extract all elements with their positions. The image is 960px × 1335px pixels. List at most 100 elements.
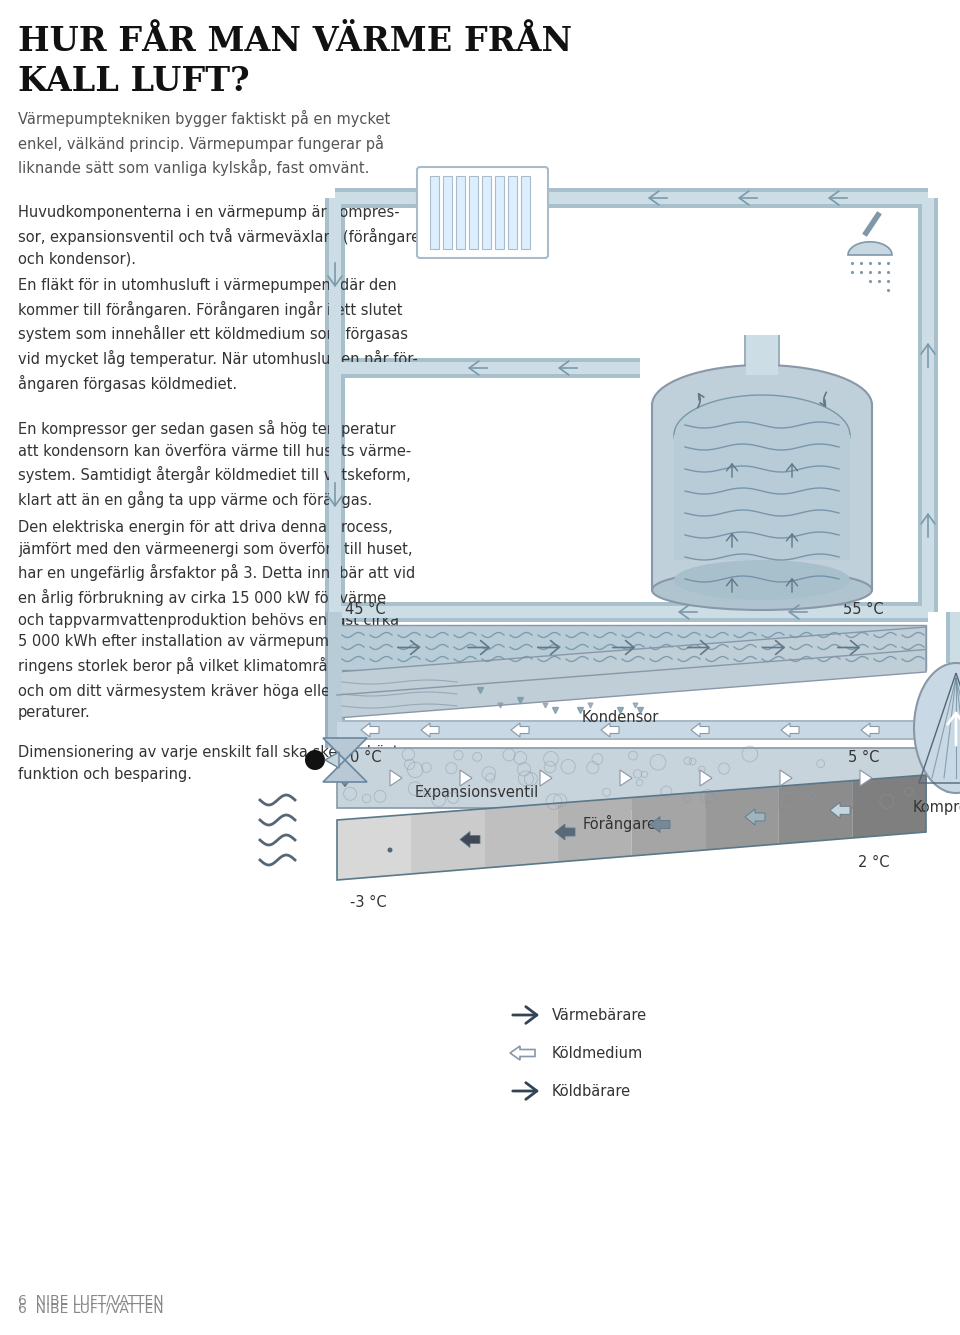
Polygon shape — [361, 724, 379, 737]
Bar — [329, 368, 341, 611]
Bar — [443, 176, 452, 250]
Bar — [335, 606, 928, 618]
Polygon shape — [620, 770, 632, 786]
Bar — [744, 335, 780, 375]
Bar — [521, 176, 530, 250]
Text: 6  NIBE LUFT/VATTEN: 6 NIBE LUFT/VATTEN — [18, 1302, 163, 1315]
Bar — [325, 198, 345, 376]
Bar — [746, 335, 778, 375]
Bar — [508, 176, 517, 250]
Polygon shape — [852, 776, 926, 838]
Bar — [482, 176, 491, 250]
Polygon shape — [601, 724, 619, 737]
Polygon shape — [510, 1047, 535, 1060]
Polygon shape — [323, 760, 367, 782]
Polygon shape — [411, 809, 484, 874]
Polygon shape — [781, 724, 799, 737]
Text: 0 °C: 0 °C — [350, 750, 381, 765]
Polygon shape — [383, 838, 397, 862]
Bar — [950, 730, 960, 793]
Bar — [337, 625, 926, 670]
Bar — [335, 362, 640, 374]
Text: 45 °C: 45 °C — [345, 602, 386, 617]
Text: En kompressor ger sedan gasen så hög temperatur
att kondensorn kan överföra värm: En kompressor ger sedan gasen så hög tem… — [18, 421, 411, 509]
Polygon shape — [323, 738, 367, 760]
Polygon shape — [780, 770, 792, 786]
Polygon shape — [383, 838, 397, 862]
Text: 2 °C: 2 °C — [858, 854, 890, 870]
Bar — [329, 198, 341, 376]
Polygon shape — [860, 770, 872, 786]
Text: Huvudkomponenterna i en värmepump är kompres-
sor, expansionsventil och två värm: Huvudkomponenterna i en värmepump är kom… — [18, 206, 420, 266]
Text: Köldmedium: Köldmedium — [552, 1045, 643, 1060]
Polygon shape — [511, 724, 529, 737]
Bar — [335, 358, 640, 378]
Bar — [469, 176, 478, 250]
Polygon shape — [706, 786, 779, 850]
Ellipse shape — [674, 395, 850, 475]
Bar — [752, 590, 772, 611]
Bar — [756, 355, 768, 368]
Text: En fläkt för in utomhusluft i värmepumpen, där den
kommer till förångaren. Förån: En fläkt för in utomhusluft i värmepumpe… — [18, 278, 418, 392]
Polygon shape — [484, 804, 558, 868]
Polygon shape — [830, 802, 850, 818]
Text: Värmebärare: Värmebärare — [552, 1008, 647, 1023]
Polygon shape — [632, 792, 706, 856]
Polygon shape — [540, 770, 552, 786]
Polygon shape — [325, 752, 339, 768]
Bar — [495, 176, 504, 250]
Bar — [337, 722, 926, 738]
Bar — [652, 405, 872, 590]
Polygon shape — [555, 824, 575, 840]
Bar — [430, 176, 439, 250]
Polygon shape — [460, 770, 472, 786]
Bar — [545, 188, 928, 208]
Polygon shape — [745, 809, 765, 825]
Text: -3 °C: -3 °C — [350, 894, 387, 910]
Text: Kondensor: Kondensor — [582, 710, 659, 725]
Ellipse shape — [674, 559, 850, 599]
FancyBboxPatch shape — [417, 167, 548, 258]
Text: 80 °C: 80 °C — [938, 673, 960, 688]
Bar — [337, 748, 926, 808]
Bar — [476, 206, 488, 255]
Bar — [328, 611, 342, 748]
Text: KALL LUFT?: KALL LUFT? — [18, 65, 250, 97]
Text: Expansionsventil: Expansionsventil — [415, 785, 540, 801]
Polygon shape — [691, 724, 709, 737]
Bar — [335, 188, 420, 208]
Bar — [337, 720, 926, 740]
Bar — [756, 590, 768, 611]
Polygon shape — [558, 797, 632, 862]
Bar — [918, 198, 938, 611]
Bar — [335, 602, 928, 622]
Polygon shape — [421, 724, 439, 737]
Text: Dimensionering av varje enskilt fall ska ske för bästa
funktion och besparing.: Dimensionering av varje enskilt fall ska… — [18, 745, 407, 781]
Text: Värmepumptekniken bygger faktiskt på en mycket
enkel, välkänd princip. Värmepump: Värmepumptekniken bygger faktiskt på en … — [18, 109, 391, 176]
Polygon shape — [848, 242, 892, 255]
Polygon shape — [700, 770, 712, 786]
Bar — [545, 192, 928, 204]
Circle shape — [305, 750, 325, 770]
Text: Den elektriska energin för att driva denna process,
jämfört med den värmeenergi : Den elektriska energin för att driva den… — [18, 521, 416, 721]
Bar — [946, 611, 960, 663]
Text: HUR FÅR MAN VÄRME FRÅN: HUR FÅR MAN VÄRME FRÅN — [18, 25, 572, 57]
Bar — [922, 198, 934, 611]
Bar — [950, 611, 960, 663]
Text: Köldbärare: Köldbärare — [552, 1084, 631, 1099]
Bar — [456, 176, 465, 250]
Polygon shape — [390, 770, 402, 786]
Text: Förångare: Förångare — [583, 814, 657, 832]
Ellipse shape — [652, 364, 872, 445]
Text: Kompressor: Kompressor — [913, 800, 960, 814]
Polygon shape — [460, 832, 480, 848]
Bar — [335, 192, 420, 204]
Ellipse shape — [652, 570, 872, 610]
Polygon shape — [779, 781, 852, 844]
Bar — [752, 355, 772, 368]
Bar — [472, 206, 492, 255]
Bar — [325, 368, 345, 611]
Text: 5 °C: 5 °C — [848, 750, 879, 765]
Polygon shape — [337, 627, 926, 718]
Bar — [946, 730, 960, 793]
